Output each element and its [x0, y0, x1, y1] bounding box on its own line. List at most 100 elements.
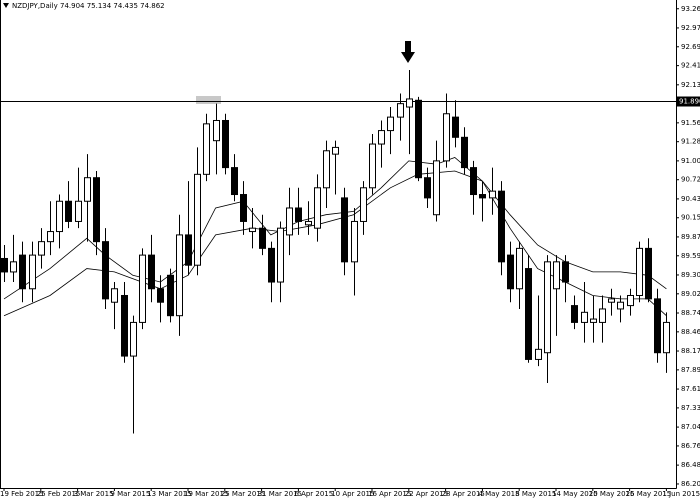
candle: [489, 167, 496, 215]
candle: [1, 245, 8, 283]
candle: [544, 255, 551, 383]
x-tick-label: 22 Apr 2015: [405, 490, 448, 498]
x-tick-label: 25 Mar 2015: [221, 490, 265, 498]
candle-body: [627, 294, 634, 307]
candle-body: [415, 99, 422, 179]
candle: [121, 282, 128, 363]
candle-body: [249, 227, 256, 233]
candle: [249, 207, 256, 249]
candle: [148, 234, 155, 303]
y-tick-label: 90.155: [681, 214, 700, 222]
y-tick-label: 88.175: [681, 347, 700, 355]
candle-body: [231, 167, 238, 196]
candle: [636, 241, 643, 303]
candle: [84, 154, 91, 242]
candle: [314, 174, 321, 242]
candle-body: [535, 348, 542, 360]
candle-body: [479, 194, 486, 199]
candle-body: [47, 231, 54, 243]
candle: [332, 140, 339, 195]
y-tick-label: 91.565: [681, 119, 700, 127]
candle-body: [305, 220, 312, 226]
candle: [203, 113, 210, 182]
x-tick-label: 25 Feb 2015: [37, 490, 81, 498]
candle: [157, 275, 164, 323]
candle: [102, 228, 109, 309]
x-tick-label: 16 Apr 2015: [368, 490, 411, 498]
y-tick-label: 91.000: [681, 157, 700, 165]
candle-body: [562, 261, 569, 283]
y-tick-label: 87.895: [681, 366, 700, 374]
x-tick-label: 31 Mar 2015: [258, 490, 302, 498]
candle-body: [29, 254, 36, 290]
candle-body: [286, 207, 293, 236]
candle: [259, 214, 266, 256]
candle-body: [222, 119, 229, 169]
y-tick-label: 88.460: [681, 328, 700, 336]
candle-body: [111, 288, 118, 303]
candle-body: [341, 197, 348, 263]
y-tick-label: 92.975: [681, 24, 700, 32]
candle: [231, 154, 238, 202]
x-tick-label: 20 May 2015: [589, 490, 635, 498]
candle-body: [259, 227, 266, 249]
candle-body: [544, 261, 551, 354]
candle-body: [314, 187, 321, 229]
candle-body: [433, 160, 440, 216]
candle-body: [213, 119, 220, 142]
x-tick-label: 26 May 2015: [626, 490, 672, 498]
candle: [452, 100, 459, 148]
candle: [470, 160, 477, 215]
candle: [599, 295, 606, 343]
y-tick-label: 88.740: [681, 309, 700, 317]
y-tick-label: 92.695: [681, 43, 700, 51]
chart-title: NZDJPY,Daily 74.904 75.134 74.435 74.862: [12, 2, 165, 10]
candle: [627, 288, 634, 316]
candle: [369, 133, 376, 195]
candle-body: [498, 190, 505, 263]
x-tick-label: 10 Apr 2015: [331, 490, 374, 498]
candle-body: [351, 220, 358, 263]
candle-body: [553, 261, 560, 290]
candle-body: [516, 247, 523, 290]
candle: [176, 214, 183, 336]
candle: [397, 93, 404, 141]
candle: [111, 282, 118, 330]
candle: [378, 120, 385, 168]
candle: [38, 228, 45, 269]
candle: [387, 107, 394, 155]
candle-body: [148, 254, 155, 290]
plot-frame: [0, 0, 677, 489]
candle: [608, 288, 615, 316]
candle-body: [130, 321, 137, 357]
candle-body: [636, 247, 643, 296]
candle-body: [102, 241, 109, 300]
candle: [617, 295, 624, 323]
candle: [406, 70, 413, 155]
candle-body: [84, 177, 91, 202]
y-tick-label: 90.435: [681, 195, 700, 203]
candle: [75, 167, 82, 229]
candle: [268, 241, 275, 303]
candle-body: [581, 311, 588, 323]
x-tick-label: 19 Feb 2015: [0, 490, 44, 498]
candle-body: [507, 254, 514, 290]
y-tick-label: 89.590: [681, 252, 700, 260]
y-tick-label: 86.765: [681, 442, 700, 450]
candle: [516, 241, 523, 309]
candle: [461, 127, 468, 175]
candle-body: [571, 305, 578, 323]
candle-body: [663, 321, 670, 354]
candle-body: [38, 241, 45, 256]
candle-body: [378, 130, 385, 145]
y-tick-label: 91.285: [681, 138, 700, 146]
y-tick-label: 92.415: [681, 62, 700, 70]
candle: [498, 181, 505, 276]
candle: [663, 312, 670, 373]
y-tick-label: 87.610: [681, 385, 700, 393]
candle-body: [121, 294, 128, 357]
arrow-head: [401, 52, 415, 63]
candle-body: [443, 113, 450, 162]
candle: [56, 194, 63, 249]
candle-body: [176, 234, 183, 317]
